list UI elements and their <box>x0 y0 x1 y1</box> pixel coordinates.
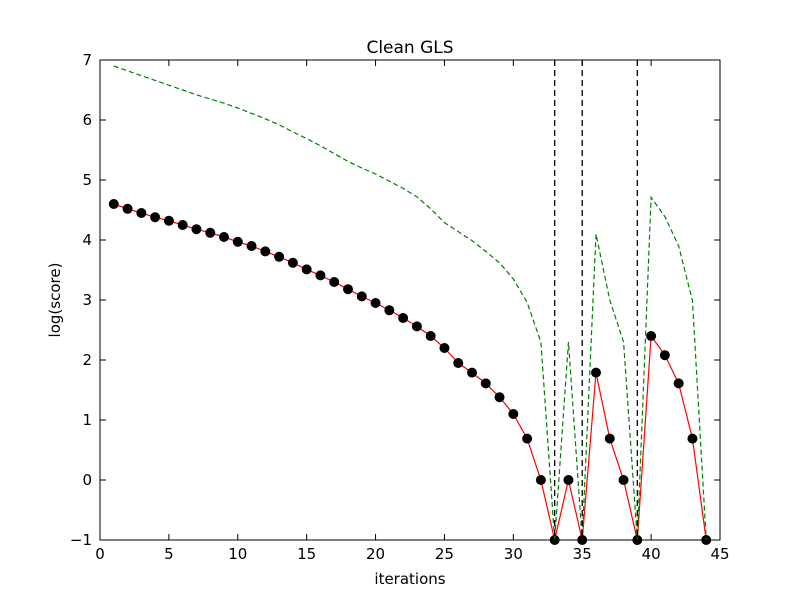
y-axis-label: log(score) <box>46 263 64 338</box>
data-point <box>673 378 684 389</box>
data-point <box>205 227 216 238</box>
data-point <box>398 313 409 323</box>
y-tick-label: 6 <box>82 111 92 129</box>
dashed-series-line <box>113 65 707 541</box>
data-point <box>411 321 422 332</box>
x-tick-label: 30 <box>504 545 523 563</box>
chart-title: Clean GLS <box>366 38 453 58</box>
data-point <box>122 203 133 214</box>
data-point <box>425 331 436 341</box>
solid-series-line <box>113 203 707 541</box>
x-tick-label: 45 <box>710 545 729 563</box>
x-axis-label: iterations <box>374 570 445 588</box>
x-tick-label: 40 <box>642 545 661 563</box>
data-point <box>287 257 298 268</box>
data-point <box>467 367 477 378</box>
data-point <box>453 358 464 368</box>
y-tick-label: 4 <box>82 231 92 249</box>
data-point <box>370 298 381 308</box>
data-point <box>108 199 119 209</box>
data-point <box>329 277 340 287</box>
data-point <box>163 215 174 226</box>
data-point <box>260 246 271 257</box>
data-point <box>274 251 285 262</box>
x-tick-label: 25 <box>435 545 454 563</box>
data-point <box>508 409 519 419</box>
data-point <box>343 284 353 295</box>
x-tick-label: 35 <box>573 545 592 563</box>
plot-area <box>108 60 712 545</box>
data-point <box>384 305 395 316</box>
data-point <box>494 392 505 403</box>
data-point <box>646 331 657 341</box>
data-point <box>591 367 601 378</box>
data-point <box>439 343 450 353</box>
y-tick-label: 2 <box>82 351 92 369</box>
data-point <box>535 475 546 485</box>
data-point <box>356 291 367 302</box>
data-point <box>191 224 202 235</box>
plot-frame <box>99 59 721 541</box>
data-point <box>219 232 229 242</box>
data-point <box>246 241 257 251</box>
y-tick-label: 5 <box>82 171 92 189</box>
data-point <box>232 236 243 247</box>
data-point <box>687 433 698 444</box>
data-point <box>150 212 161 223</box>
x-tick-label: 10 <box>228 545 247 563</box>
data-point <box>301 264 312 275</box>
x-tick-label: 15 <box>297 545 316 563</box>
x-tick-label: 0 <box>95 545 105 563</box>
data-point <box>315 270 326 281</box>
data-point <box>136 208 147 218</box>
x-tick-label: 20 <box>366 545 385 563</box>
y-tick-label: 7 <box>82 51 92 69</box>
y-tick-label: 1 <box>82 411 92 429</box>
x-tick-label: 5 <box>164 545 174 563</box>
data-point <box>659 350 670 361</box>
y-tick-label: −1 <box>70 531 92 549</box>
data-point <box>563 475 574 485</box>
data-point <box>618 475 629 485</box>
y-tick-label: 0 <box>82 471 92 489</box>
data-point <box>480 378 491 389</box>
data-point <box>522 433 533 444</box>
y-tick-label: 3 <box>82 291 92 309</box>
data-point <box>604 433 615 444</box>
data-point <box>177 220 188 230</box>
